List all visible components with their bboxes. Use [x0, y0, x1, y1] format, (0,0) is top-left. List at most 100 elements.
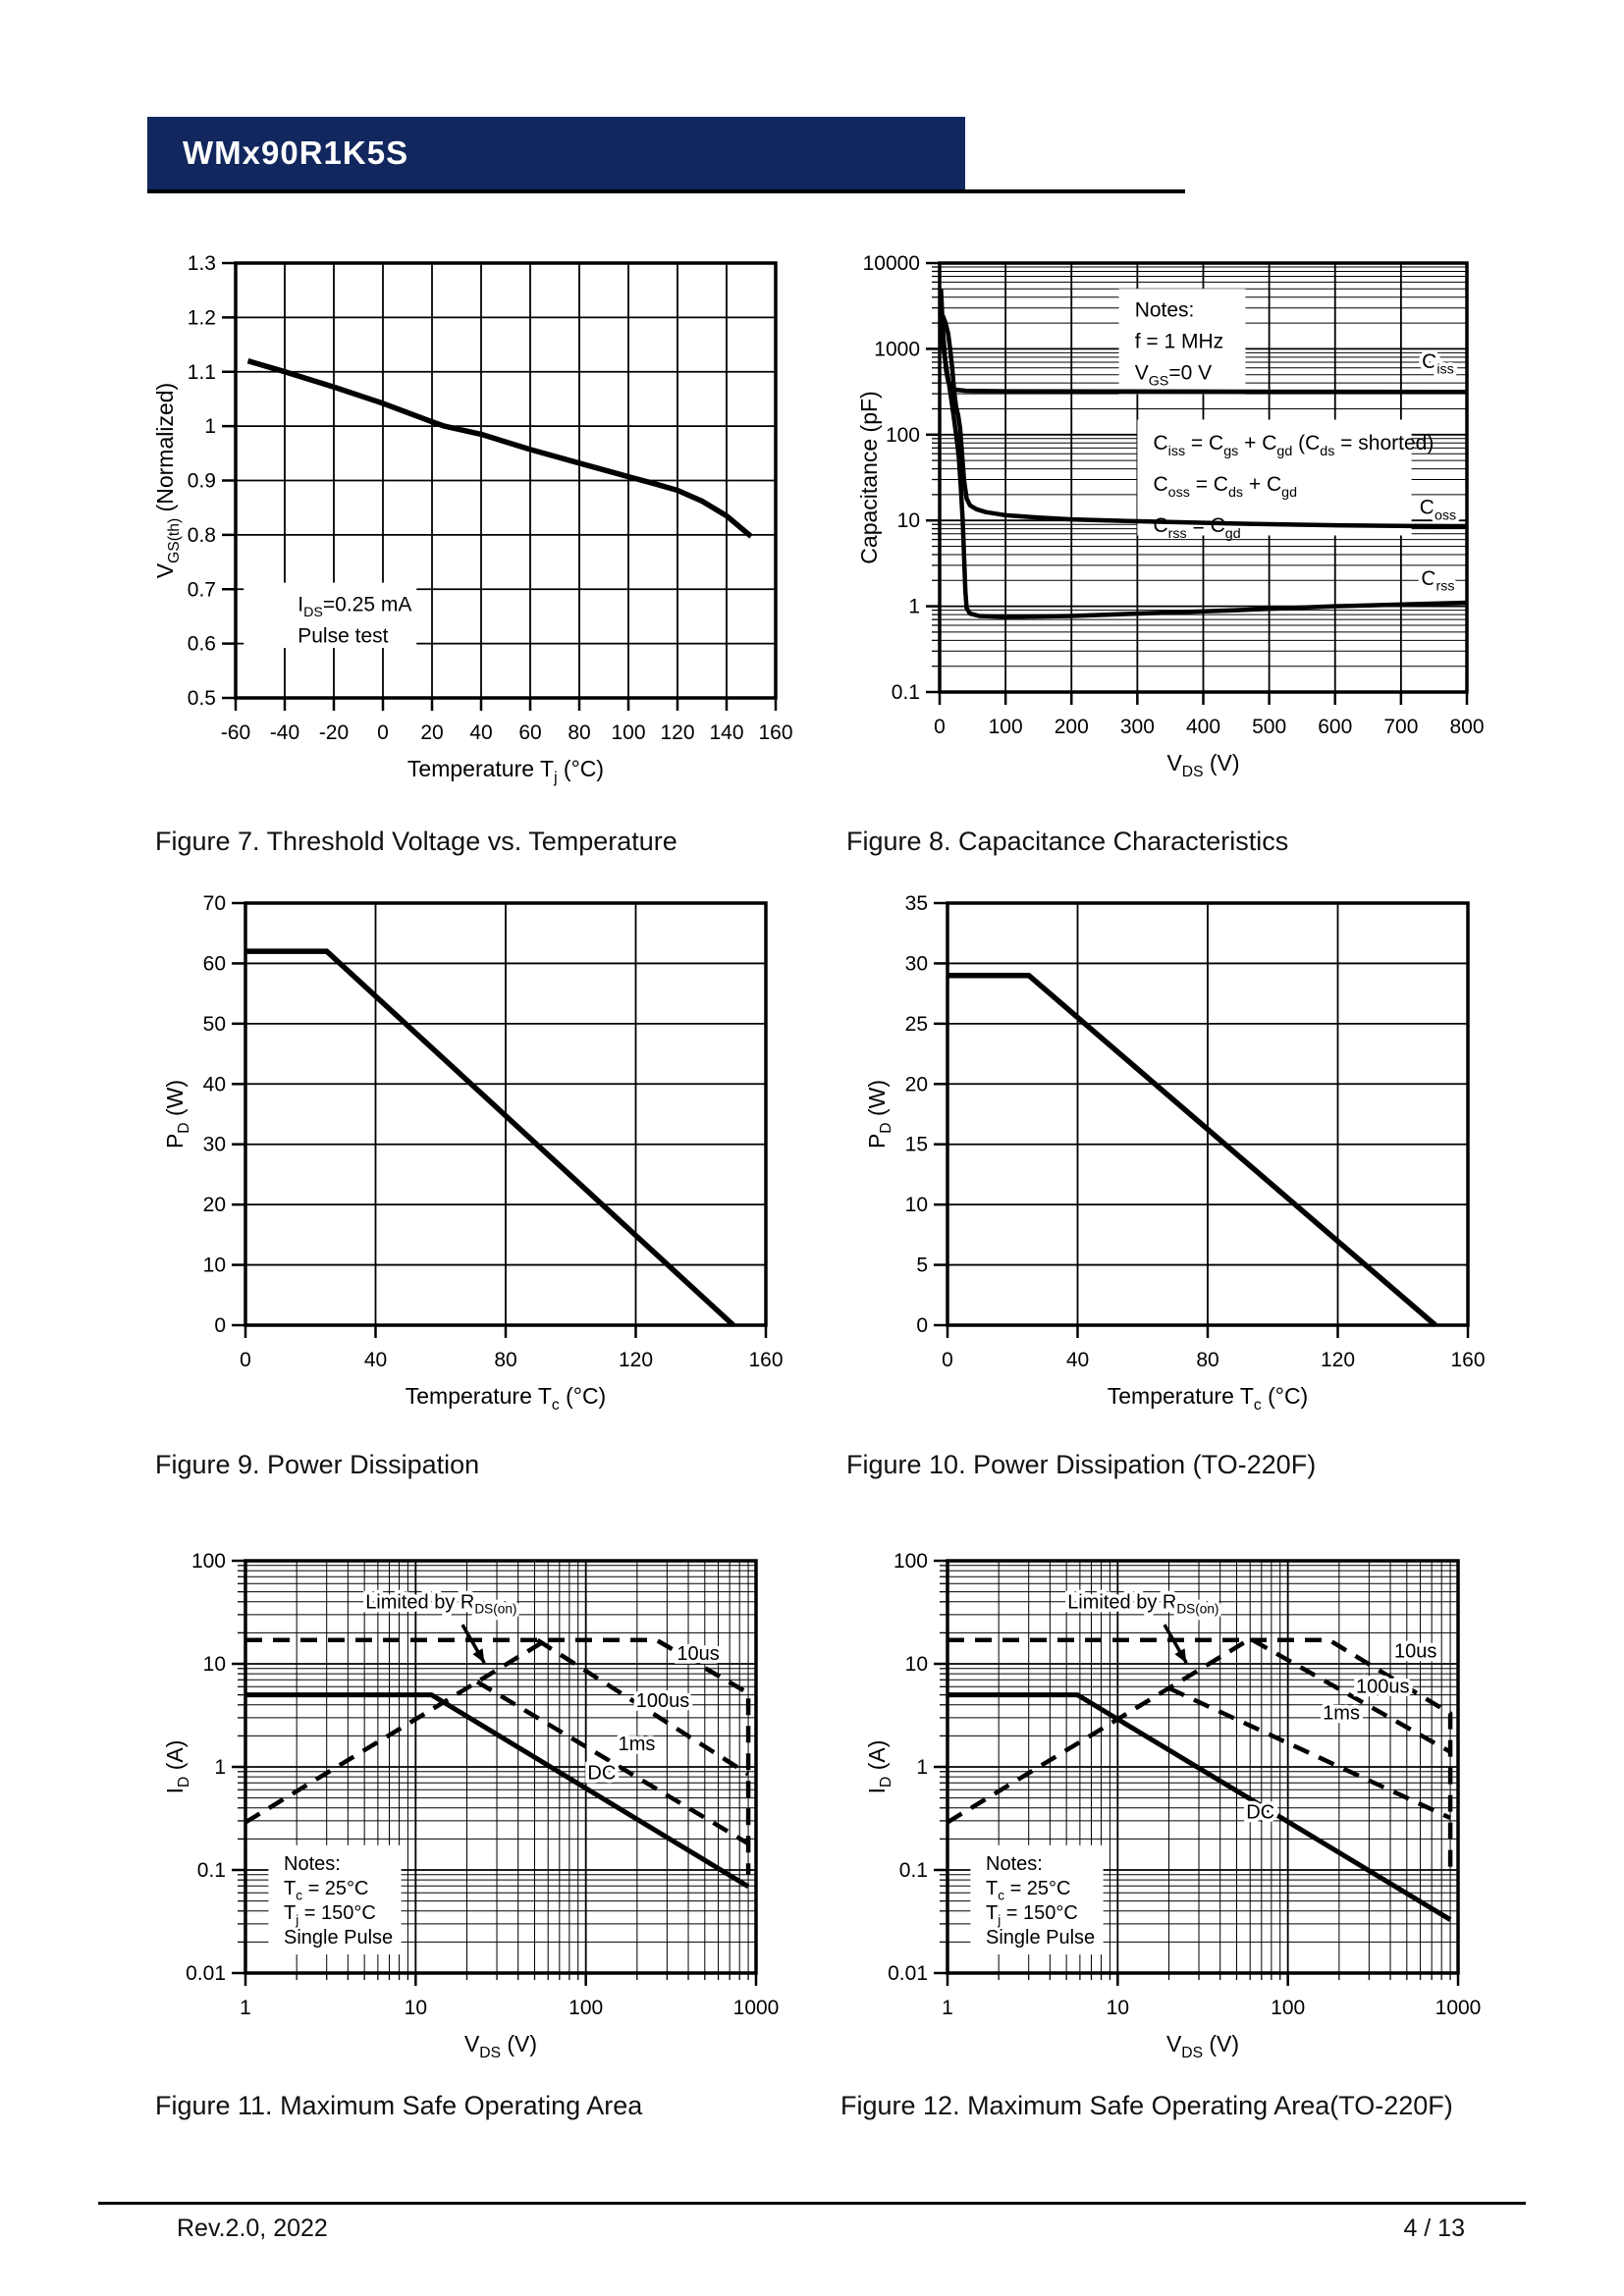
footer-page-number: 4 / 13	[1403, 2215, 1465, 2242]
svg-text:600: 600	[1318, 716, 1352, 738]
svg-text:0.01: 0.01	[186, 1962, 226, 1985]
svg-text:0: 0	[934, 716, 946, 738]
svg-text:20: 20	[905, 1073, 928, 1095]
svg-text:100us: 100us	[636, 1690, 690, 1712]
svg-text:300: 300	[1120, 716, 1155, 738]
svg-text:10us: 10us	[1394, 1641, 1436, 1663]
svg-text:1: 1	[942, 1997, 953, 2019]
svg-text:0.9: 0.9	[188, 470, 216, 493]
svg-text:1.3: 1.3	[188, 252, 216, 275]
svg-text:0: 0	[240, 1349, 251, 1371]
svg-text:1ms: 1ms	[1323, 1703, 1360, 1725]
svg-text:1: 1	[908, 596, 920, 618]
page-title: WMx90R1K5S	[183, 134, 409, 171]
svg-text:700: 700	[1383, 716, 1418, 738]
svg-text:100: 100	[893, 1550, 928, 1573]
svg-text:20: 20	[203, 1194, 226, 1216]
svg-text:0: 0	[916, 1314, 928, 1337]
svg-text:25: 25	[905, 1013, 928, 1036]
figure10-caption: Figure 10. Power Dissipation (TO-220F)	[846, 1450, 1317, 1479]
svg-text:40: 40	[203, 1073, 226, 1095]
svg-text:Ciss: Ciss	[1422, 350, 1454, 378]
svg-text:10000: 10000	[863, 252, 920, 275]
svg-text:15: 15	[905, 1134, 928, 1156]
svg-text:Pulse test: Pulse test	[298, 624, 388, 647]
svg-text:10us: 10us	[677, 1643, 719, 1665]
header-bar: WMx90R1K5S	[147, 117, 965, 189]
svg-text:Coss = Cds + Cgd: Coss = Cds + Cgd	[1153, 473, 1297, 501]
svg-text:160: 160	[1450, 1349, 1485, 1371]
svg-text:1000: 1000	[874, 338, 920, 360]
svg-text:Temperature Tc (°C): Temperature Tc (°C)	[1108, 1383, 1308, 1414]
svg-text:120: 120	[619, 1349, 653, 1371]
svg-text:60: 60	[518, 721, 541, 744]
svg-text:1: 1	[214, 1756, 226, 1779]
power-dissipation-chart: 0 40 80 120 160 0 10 20 30 40 50 60 70 Temperature Tc…	[162, 892, 784, 1414]
svg-text:1.2: 1.2	[188, 306, 216, 329]
svg-text:Single Pulse: Single Pulse	[986, 1927, 1095, 1949]
svg-text:PD (W): PD (W)	[162, 1080, 192, 1148]
svg-text:Temperature Tc (°C): Temperature Tc (°C)	[406, 1383, 606, 1414]
svg-text:10: 10	[905, 1653, 928, 1676]
svg-text:70: 70	[203, 892, 226, 915]
svg-text:160: 160	[748, 1349, 783, 1371]
power-dissipation-to220f-chart: 0 40 80 120 160 0 5 10 15 20 25 30 35 Temperature Tc …	[864, 892, 1486, 1414]
svg-text:Notes:: Notes:	[284, 1853, 341, 1875]
svg-text:10: 10	[203, 1255, 226, 1277]
svg-text:120: 120	[660, 721, 694, 744]
svg-text:10: 10	[897, 509, 920, 532]
svg-text:PD (W): PD (W)	[864, 1080, 894, 1148]
svg-text:Tc = 25°C: Tc = 25°C	[986, 1878, 1071, 1902]
svg-text:VGS(th) (Normalized): VGS(th) (Normalized)	[152, 383, 183, 578]
svg-text:100: 100	[568, 1997, 603, 2019]
svg-text:40: 40	[364, 1349, 387, 1371]
svg-text:Crss: Crss	[1421, 567, 1454, 595]
svg-text:100: 100	[989, 716, 1023, 738]
svg-text:ID (A): ID (A)	[162, 1740, 192, 1794]
figure11-caption: Figure 11. Maximum Safe Operating Area	[155, 2091, 643, 2120]
svg-text:Limited by RDS(on): Limited by RDS(on)	[365, 1591, 516, 1616]
svg-text:120: 120	[1321, 1349, 1355, 1371]
svg-text:VDS (V): VDS (V)	[1166, 2031, 1239, 2061]
svg-text:Tc = 25°C: Tc = 25°C	[284, 1878, 369, 1902]
svg-text:0: 0	[942, 1349, 953, 1371]
svg-text:VGS=0 V: VGS=0 V	[1135, 362, 1212, 390]
footer-divider	[98, 2202, 1526, 2205]
svg-text:1: 1	[204, 415, 216, 438]
threshold-voltage-chart: IDS=0.25 mA Pulse test -60 -40 -20 0 20 40 60 80 1…	[152, 252, 793, 786]
svg-text:Tj = 150°C: Tj = 150°C	[986, 1902, 1078, 1927]
svg-text:100: 100	[191, 1550, 226, 1573]
svg-text:0: 0	[377, 721, 389, 744]
soa-to220f-chart: Limited by RDS(on) 10us 100us 1ms DC Notes: Tc…	[864, 1550, 1481, 2061]
svg-text:10: 10	[203, 1653, 226, 1676]
svg-text:10: 10	[905, 1194, 928, 1216]
svg-text:VDS (V): VDS (V)	[1166, 750, 1239, 780]
svg-text:f = 1 MHz: f = 1 MHz	[1135, 331, 1223, 353]
svg-text:500: 500	[1252, 716, 1286, 738]
svg-text:Ciss = Cgs + Cgd (Cds = shorte: Ciss = Cgs + Cgd (Cds = shorted)	[1153, 432, 1434, 459]
svg-text:-20: -20	[319, 721, 349, 744]
svg-text:5: 5	[916, 1255, 928, 1277]
svg-text:Single Pulse: Single Pulse	[284, 1927, 393, 1949]
svg-text:0.7: 0.7	[188, 578, 216, 601]
svg-text:10: 10	[1107, 1997, 1129, 2019]
svg-text:VDS (V): VDS (V)	[464, 2031, 537, 2061]
svg-text:40: 40	[469, 721, 492, 744]
svg-text:80: 80	[568, 721, 590, 744]
svg-text:Crss = Cgd: Crss = Cgd	[1153, 514, 1240, 542]
svg-text:Notes:: Notes:	[1135, 299, 1195, 322]
svg-text:0.1: 0.1	[899, 1859, 928, 1882]
svg-text:ID (A): ID (A)	[864, 1740, 894, 1794]
svg-text:1.1: 1.1	[188, 361, 216, 384]
svg-text:0.1: 0.1	[197, 1859, 226, 1882]
svg-text:1: 1	[916, 1756, 928, 1779]
svg-text:0.6: 0.6	[188, 633, 216, 656]
svg-text:DC: DC	[587, 1763, 616, 1785]
svg-text:Capacitance (pF): Capacitance (pF)	[856, 391, 882, 563]
svg-text:30: 30	[905, 952, 928, 975]
svg-text:100: 100	[1271, 1997, 1305, 2019]
svg-text:Coss: Coss	[1420, 497, 1456, 524]
capacitance-chart: Notes: f = 1 MHz VGS=0 V Ciss = Cgs + Cgd (…	[856, 252, 1485, 780]
